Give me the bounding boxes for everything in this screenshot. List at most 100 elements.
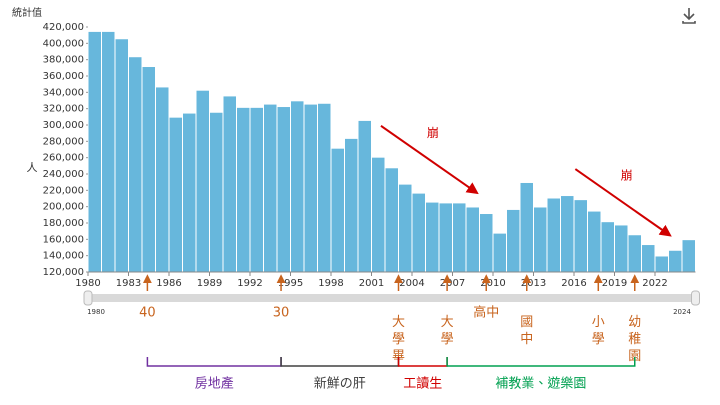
download-icon[interactable] (682, 8, 696, 24)
marker-label: 40 (139, 306, 156, 321)
slider-handle[interactable] (691, 290, 700, 306)
bar (534, 207, 547, 272)
y-tick-label: 120,000 (43, 267, 84, 278)
bar (682, 240, 695, 272)
bracket (397, 357, 448, 367)
marker-char: 國 (520, 315, 533, 330)
x-tick-label: 2010 (480, 278, 505, 289)
bar (493, 233, 506, 272)
bar (318, 103, 331, 273)
x-tick-label: 1998 (318, 278, 343, 289)
marker-char: 學 (441, 332, 454, 347)
marker-char: 園 (628, 349, 641, 364)
x-tick-label: 1983 (116, 278, 141, 289)
marker-label: 小學 (592, 315, 605, 347)
y-tick-label: 400,000 (43, 38, 84, 49)
slider-handle[interactable] (83, 290, 93, 306)
bar (264, 104, 277, 272)
y-tick-label: 360,000 (43, 71, 84, 82)
x-tick-label: 1995 (278, 278, 303, 289)
marker-char: 小 (592, 315, 605, 330)
y-tick-label: 160,000 (43, 234, 84, 245)
bar (561, 196, 574, 272)
bar (588, 211, 601, 272)
bar (129, 57, 142, 272)
y-tick-label: 420,000 (43, 22, 84, 33)
trend-label: 崩 (427, 126, 439, 140)
bar (412, 193, 425, 272)
marker-char: 學 (592, 332, 605, 347)
x-tick-label: 1992 (237, 278, 262, 289)
bar (466, 207, 479, 272)
y-tick-label: 180,000 (43, 218, 84, 229)
trend-label: 崩 (621, 169, 633, 183)
bar (642, 245, 655, 272)
slider-start: 1980 (87, 308, 105, 316)
x-tick-label: 1980 (75, 278, 100, 289)
bar (250, 107, 263, 272)
x-tick-label: 1989 (197, 278, 222, 289)
bar (615, 225, 628, 272)
y-tick-label: 320,000 (43, 104, 84, 115)
marker-label: 30 (273, 306, 290, 321)
bar (372, 157, 385, 272)
marker-char: 幼 (628, 315, 641, 330)
bar (277, 107, 290, 273)
x-tick-label: 2016 (561, 278, 586, 289)
x-tick-label: 1986 (156, 278, 181, 289)
bar (655, 256, 668, 272)
bar (291, 101, 304, 272)
bar (385, 168, 398, 272)
bar (88, 31, 101, 273)
marker-label: 國中 (520, 315, 533, 347)
y-tick-label: 240,000 (43, 169, 84, 180)
y-tick-label: 220,000 (43, 185, 84, 196)
bar (358, 120, 371, 273)
y-tick-label: 380,000 (43, 55, 84, 66)
bar (142, 67, 155, 273)
bar (480, 214, 493, 272)
bar (156, 87, 169, 272)
slider-end: 2024 (673, 308, 691, 316)
bracket (146, 357, 282, 367)
marker-label: 大學 (441, 315, 454, 347)
y-tick-label: 140,000 (43, 251, 84, 262)
marker-char: 大 (441, 315, 454, 330)
bar (520, 182, 533, 272)
marker-label: 大學畢 (392, 315, 405, 364)
bar (210, 112, 223, 272)
bar (453, 203, 466, 272)
bracket (280, 357, 400, 367)
bar (331, 148, 344, 272)
bar (304, 104, 317, 272)
bar (196, 90, 209, 272)
y-axis-label: 人 (27, 161, 38, 174)
bracket-label: 補教業、遊樂園 (495, 376, 586, 392)
marker-char: 畢 (392, 349, 405, 364)
bracket-label: 工讀生 (403, 377, 442, 392)
bar (345, 138, 358, 272)
y-tick-label: 280,000 (43, 136, 84, 147)
bar (169, 117, 182, 273)
bar (102, 31, 115, 273)
x-tick-label: 2004 (399, 278, 424, 289)
x-tick-label: 2007 (440, 278, 465, 289)
bar (426, 202, 439, 272)
slider-track (88, 294, 696, 302)
trend-arrow (574, 168, 672, 237)
y-tick-label: 300,000 (43, 120, 84, 131)
bar (439, 203, 452, 272)
marker-label: 高中 (473, 305, 499, 321)
y-tick-label: 340,000 (43, 87, 84, 98)
bar (183, 113, 196, 272)
x-tick-label: 2019 (602, 278, 627, 289)
y-tick-label: 260,000 (43, 153, 84, 164)
bracket-label: 房地產 (195, 376, 234, 392)
marker-char: 稚 (628, 332, 641, 347)
chart-title: 統計值 (12, 6, 42, 19)
bar (547, 198, 560, 272)
y-tick-label: 200,000 (43, 202, 84, 213)
trend-arrow (380, 124, 479, 195)
bar (601, 222, 614, 272)
